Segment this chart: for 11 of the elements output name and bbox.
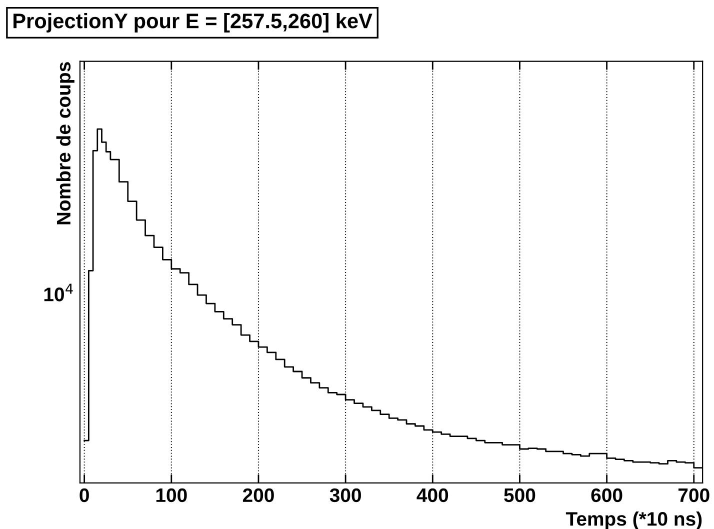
x-tick-label: 200 [242,488,274,502]
x-tick-label: 100 [156,488,187,502]
x-tick-label: 500 [504,488,536,502]
x-tick-label: 400 [416,488,448,502]
x-tick-label: 700 [678,488,710,502]
y-axis-title: Nombre de coups [56,62,74,224]
x-tick-label: 300 [330,488,361,502]
text: 10$^{4}$ [44,284,73,302]
chart-title: ProjectionY pour E = [257.5,260] keV [14,13,372,32]
x-tick-label: 0 [80,488,89,502]
x-tick-label: 600 [591,488,622,502]
